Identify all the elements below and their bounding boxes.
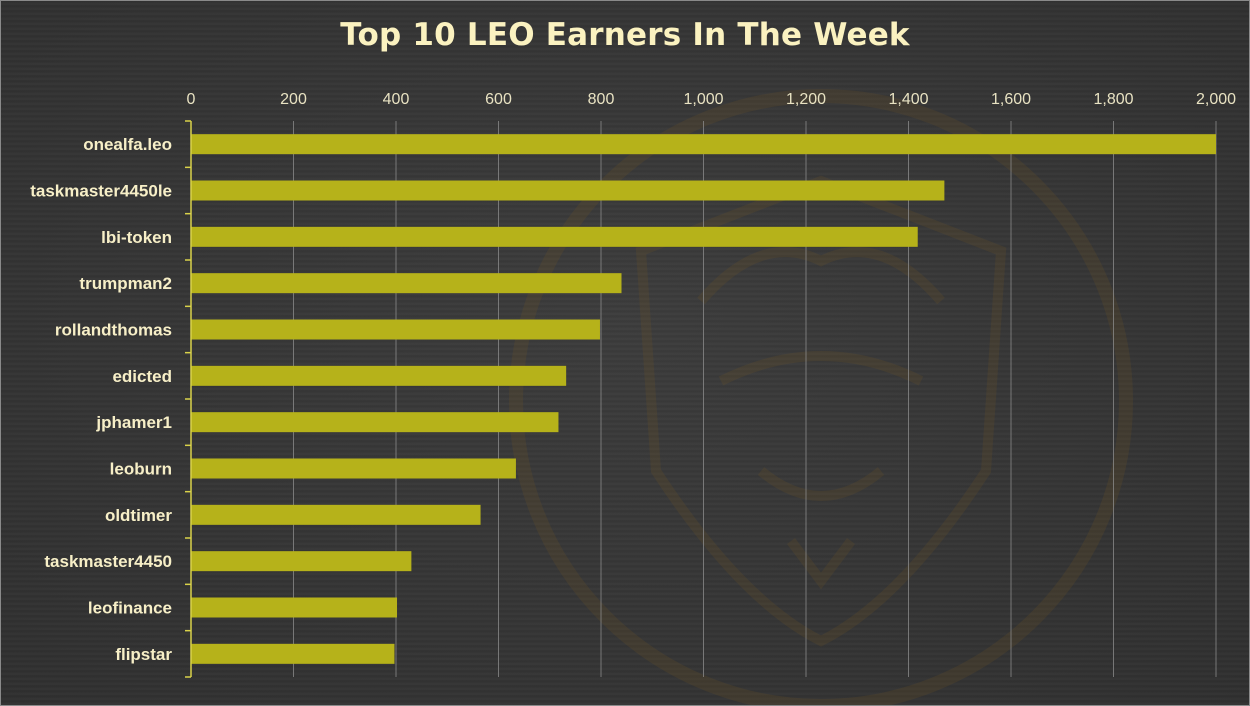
bar — [191, 505, 481, 525]
category-labels: onealfa.leo taskmaster4450le lbi-token trum… — [30, 135, 172, 664]
bar — [191, 227, 918, 247]
category-label: taskmaster4450 — [44, 552, 172, 571]
x-tick-label: 800 — [588, 91, 615, 108]
x-tick-label: 400 — [383, 91, 410, 108]
x-tick-label: 1,000 — [683, 91, 723, 108]
x-tick-label: 600 — [485, 91, 512, 108]
category-label: leoburn — [110, 460, 172, 479]
bar — [191, 644, 394, 664]
bar — [191, 134, 1216, 154]
category-label: flipstar — [115, 645, 172, 664]
category-label: oldtimer — [105, 506, 172, 525]
bar — [191, 412, 558, 432]
x-tick-label: 1,200 — [786, 91, 826, 108]
x-tick-label: 2,000 — [1196, 91, 1236, 108]
category-label: onealfa.leo — [83, 135, 172, 154]
bar — [191, 598, 397, 618]
x-tick-label: 0 — [187, 91, 196, 108]
x-tick-label: 1,600 — [991, 91, 1031, 108]
bar — [191, 459, 516, 479]
bar — [191, 181, 944, 201]
category-label: lbi-token — [101, 228, 172, 247]
bar — [191, 273, 622, 293]
category-label: trumpman2 — [79, 274, 172, 293]
x-tick-label: 1,400 — [888, 91, 928, 108]
category-label: edicted — [112, 367, 172, 386]
bar — [191, 320, 600, 340]
x-tick-label: 200 — [280, 91, 307, 108]
category-label: rollandthomas — [55, 321, 172, 340]
bar — [191, 551, 411, 571]
bar — [191, 366, 566, 386]
x-tick-label: 1,800 — [1093, 91, 1133, 108]
category-label: taskmaster4450le — [30, 182, 172, 201]
category-label: leofinance — [88, 599, 172, 618]
category-label: jphamer1 — [95, 413, 172, 432]
